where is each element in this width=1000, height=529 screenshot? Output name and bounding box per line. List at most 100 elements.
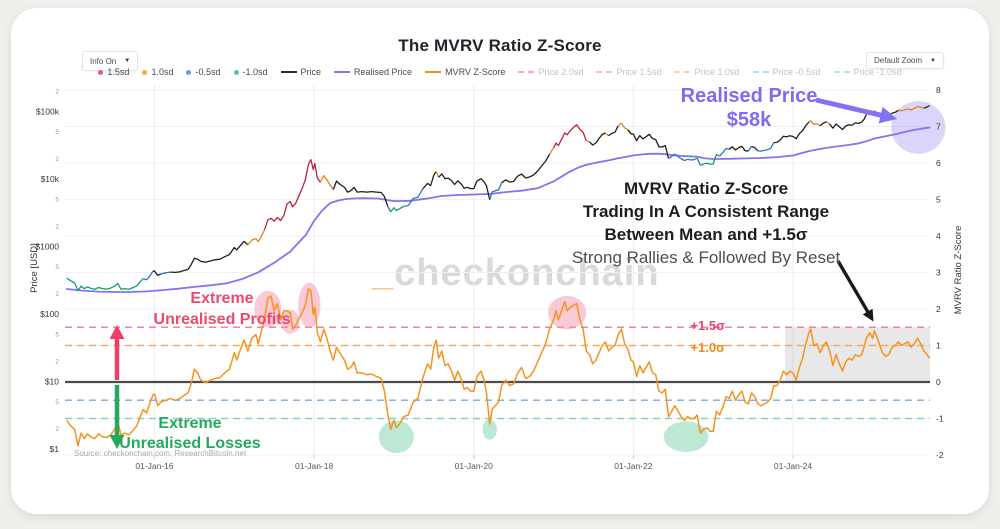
profit-highlight-ellipse xyxy=(298,282,321,328)
legend-item-0-5sd[interactable]: -0.5sd xyxy=(186,67,221,77)
zoom-select-dropdown[interactable]: Default Zoom ▼ xyxy=(866,52,944,69)
mvrv-range-annotation-line4: Strong Rallies & Followed By Reset xyxy=(571,248,841,267)
btc-price-line-segment xyxy=(687,158,691,161)
x-axis-tick: 01-Jan-22 xyxy=(614,461,653,471)
legend-item-mvrv-z-score[interactable]: MVRV Z-Score xyxy=(425,67,505,77)
btc-price-line-segment xyxy=(700,153,720,166)
btc-price-line-segment xyxy=(390,204,409,213)
realised-price-highlight-circle xyxy=(891,101,946,154)
zscore-axis-tick: -1 xyxy=(936,414,944,424)
line-marker-icon xyxy=(425,71,442,73)
dash-marker-icon xyxy=(752,71,769,73)
btc-price-line-segment xyxy=(247,229,266,246)
mvrv-range-annotation-line3: Between Mean and +1.5σ xyxy=(604,225,808,244)
btc-price-line-segment xyxy=(668,153,688,162)
realised-price-line xyxy=(65,126,931,293)
btc-price-line-segment xyxy=(773,121,810,144)
legend-item-1-0sd[interactable]: 1.0sd xyxy=(142,67,173,77)
source-attribution: Source: checkonchain.com, ResearchBitcoi… xyxy=(74,449,247,458)
legend-item-price-1-0sd[interactable]: Price 1.0sd xyxy=(674,67,740,77)
info-toggle-dropdown[interactable]: Info On ▼ xyxy=(82,51,139,71)
btc-price-line-segment xyxy=(829,114,867,131)
btc-price-line-segment xyxy=(923,105,930,109)
x-axis-tick: 01-Jan-24 xyxy=(774,461,813,471)
legend-item-label: Price 2.0sd xyxy=(538,67,584,77)
dot-marker-icon xyxy=(186,69,192,75)
dash-marker-icon xyxy=(833,71,850,73)
chevron-down-icon: ▼ xyxy=(124,58,131,64)
btc-price-line-segment xyxy=(66,277,144,292)
btc-price-line-segment xyxy=(143,270,154,281)
btc-price-line-segment xyxy=(160,271,171,275)
btc-price-line-segment xyxy=(438,173,491,201)
legend-item-label: -1.0sd xyxy=(242,67,268,77)
x-axis-tick: 01-Jan-18 xyxy=(295,461,334,471)
btc-price-line-segment xyxy=(332,180,389,207)
legend-item-price-0-5sd[interactable]: Price -0.5sd xyxy=(752,67,821,77)
legend-item-label: 1.0sd xyxy=(151,67,174,77)
legend-item-price-1-0sd[interactable]: Price -1.0sd xyxy=(833,67,902,77)
price-axis-tick: $100 xyxy=(40,309,59,319)
btc-price-line-segment xyxy=(589,132,606,146)
price-axis-tick: $10k xyxy=(41,174,60,184)
profits-arrow-head xyxy=(109,325,125,339)
btc-price-line-segment xyxy=(751,145,759,152)
legend-item-1-0sd[interactable]: -1.0sd xyxy=(233,67,268,77)
dot-marker-icon xyxy=(142,69,148,75)
price-axis-tick: 2 xyxy=(55,156,59,163)
consistent-range-box xyxy=(785,327,931,382)
zscore-axis-tick: 6 xyxy=(936,158,941,168)
legend-item-label: Realised Price xyxy=(354,67,413,77)
mvrv-range-annotation-line1: MVRV Ratio Z-Score xyxy=(623,179,789,198)
extreme-losses-line1: Extreme xyxy=(158,415,222,432)
legend-item-label: Price 1.5sd xyxy=(616,67,662,77)
legend-item-price-1-5sd[interactable]: Price 1.5sd xyxy=(596,67,661,77)
legend-item-label: Price xyxy=(300,67,322,77)
zscore-axis-tick: 1 xyxy=(936,341,941,351)
legend-item-realised-price[interactable]: Realised Price xyxy=(334,67,412,77)
btc-price-line-segment xyxy=(263,159,322,230)
dash-marker-icon xyxy=(518,71,535,73)
legend-item-label: Price -1.0sd xyxy=(853,67,902,77)
btc-price-line-segment xyxy=(553,124,587,149)
chart-card xyxy=(11,8,989,514)
zscore-axis-tick: 5 xyxy=(936,195,941,205)
btc-price-line-segment xyxy=(387,205,392,213)
btc-price-line-segment xyxy=(170,240,249,274)
price-axis-tick: 5 xyxy=(55,129,59,136)
price-axis-tick: $1000 xyxy=(35,242,59,252)
legend-item-label: -0.5sd xyxy=(195,67,221,77)
chevron-down-icon: ▼ xyxy=(930,57,936,64)
btc-price-line-segment xyxy=(489,182,503,201)
extreme-losses-label: Extreme Unrealised Losses xyxy=(104,414,276,454)
legend-item-1-5sd[interactable]: 1.5sd xyxy=(98,67,129,77)
btc-price-line-segment xyxy=(586,139,590,143)
price-axis-tick: 5 xyxy=(55,197,59,204)
plus-1-0-sigma-label: +1.0σ xyxy=(690,340,725,355)
btc-price-line-segment xyxy=(719,147,730,157)
btc-price-line-segment xyxy=(617,122,629,131)
range-box-arrow xyxy=(836,260,874,322)
btc-price-line-segment xyxy=(608,125,619,137)
price-axis-title: Price [USD] xyxy=(29,243,40,293)
line-marker-icon xyxy=(334,71,351,73)
dot-marker-icon xyxy=(98,69,104,75)
extreme-losses-line2: Unrealised Losses xyxy=(119,435,261,452)
price-axis-tick: 2 xyxy=(55,358,59,365)
btc-price-line-segment xyxy=(808,120,821,127)
legend-item-label: MVRV Z-Score xyxy=(445,67,506,77)
zscore-axis-tick: 7 xyxy=(936,122,941,132)
btc-price-line-segment xyxy=(604,132,610,137)
price-axis-tick: 2 xyxy=(55,88,59,95)
price-axis-tick: 2 xyxy=(55,291,59,298)
losses-arrow-head xyxy=(109,435,125,449)
btc-price-line-segment xyxy=(501,153,551,184)
loss-highlight-ellipse xyxy=(378,420,414,454)
mvrv-range-annotation-line2: Trading In A Consistent Range xyxy=(582,202,830,221)
legend-item-price[interactable]: Price xyxy=(280,67,322,77)
legend-item-price-2-0sd[interactable]: Price 2.0sd xyxy=(518,67,583,77)
dash-marker-icon xyxy=(596,71,613,73)
btc-price-line-segment xyxy=(757,142,775,152)
btc-price-line-segment xyxy=(422,171,437,190)
